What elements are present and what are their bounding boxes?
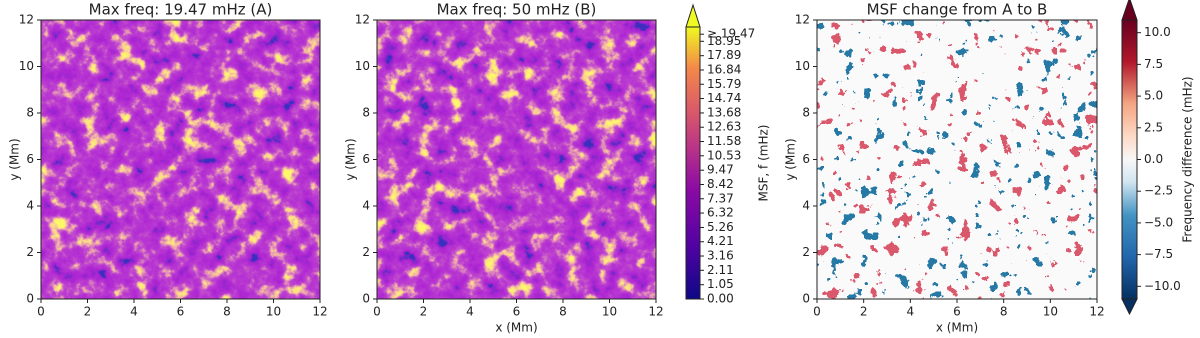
colorbar-tick-label: 10.0	[1144, 25, 1171, 39]
colorbar-extend-min	[1121, 298, 1138, 316]
colorbar-tick-label: 1.05	[707, 277, 734, 291]
x-tick-label: 8	[223, 305, 231, 319]
colorbar-label: MSF, f (mHz)	[757, 125, 771, 202]
colorbar-tick-label: −5.0	[1144, 215, 1173, 229]
x-tick-label: 6	[953, 305, 961, 319]
colorbar-tick-label: 3.16	[707, 249, 734, 263]
panel-title: Max freq: 19.47 mHz (A)	[89, 1, 273, 19]
y-tick-label: 2	[802, 245, 810, 259]
colorbar-extend-max	[1121, 0, 1138, 21]
x-tick-label: 6	[177, 305, 185, 319]
y-tick-label: 12	[795, 13, 810, 27]
x-tick-label: 4	[907, 305, 915, 319]
x-tick-label: 10	[602, 305, 617, 319]
x-tick-label: 8	[559, 305, 567, 319]
heatmap-image	[41, 20, 320, 299]
y-tick-label: 6	[802, 152, 810, 166]
colorbar-tick-label: 8.42	[707, 177, 734, 191]
y-tick-label: 4	[362, 199, 370, 213]
colorbar-label: Frequency difference (mHz)	[1181, 76, 1195, 242]
y-tick-label: 2	[26, 245, 34, 259]
y-tick-label: 6	[26, 152, 34, 166]
x-tick-label: 2	[420, 305, 428, 319]
colorbar-tick-label: −2.5	[1144, 184, 1173, 198]
colorbar-tick-label: 10.53	[707, 148, 741, 162]
colorbar-tick-label: 9.47	[707, 163, 734, 177]
x-tick-label: 12	[312, 305, 327, 319]
panel-title: MSF change from A to B	[867, 1, 1048, 19]
colorbar-extend-max	[685, 3, 701, 28]
y-tick-label: 4	[802, 199, 810, 213]
colorbar-tick-label: 5.0	[1144, 89, 1163, 103]
colorbar-tick-label: 4.21	[707, 234, 734, 248]
colorbar-tick-label: 13.68	[707, 105, 741, 119]
x-tick-label: 10	[266, 305, 281, 319]
y-axis-label: y (Mm)	[8, 138, 22, 180]
y-tick-label: 10	[19, 59, 34, 73]
heatmap-image	[377, 20, 656, 299]
y-tick-label: 0	[802, 292, 810, 306]
x-tick-label: 12	[1089, 305, 1104, 319]
y-tick-label: 10	[355, 59, 370, 73]
colorbar	[685, 26, 701, 300]
colorbar-tick-label: 16.84	[707, 62, 741, 76]
x-tick-label: 2	[84, 305, 92, 319]
colorbar	[1121, 19, 1138, 300]
x-tick-label: 10	[1043, 305, 1058, 319]
x-tick-label: 0	[37, 305, 45, 319]
x-axis-label: x (Mm)	[936, 321, 978, 335]
y-tick-label: 0	[26, 292, 34, 306]
y-tick-label: 0	[362, 292, 370, 306]
colorbar-tick-label: 18.95	[707, 34, 741, 48]
colorbar-tick-label: 17.89	[707, 48, 741, 62]
x-tick-label: 8	[1000, 305, 1008, 319]
colorbar-tick-label: 15.79	[707, 77, 741, 91]
y-tick-label: 6	[362, 152, 370, 166]
panel-title: Max freq: 50 mHz (B)	[437, 1, 597, 19]
x-tick-label: 4	[466, 305, 474, 319]
x-tick-label: 0	[813, 305, 821, 319]
y-tick-label: 12	[19, 13, 34, 27]
x-tick-label: 6	[513, 305, 521, 319]
colorbar-tick-label: ≥ 19.47	[707, 27, 755, 41]
x-tick-label: 0	[373, 305, 381, 319]
colorbar-tick-label: 2.11	[707, 263, 734, 277]
colorbar-tick-label: 14.74	[707, 91, 741, 105]
x-tick-label: 4	[130, 305, 138, 319]
colorbar-tick-label: 5.26	[707, 220, 734, 234]
y-tick-label: 12	[355, 13, 370, 27]
colorbar-tick-label: 7.37	[707, 191, 734, 205]
colorbar-tick-label: 11.58	[707, 134, 741, 148]
x-tick-label: 12	[648, 305, 663, 319]
colorbar-tick-label: 0.00	[707, 292, 734, 306]
y-tick-label: 2	[362, 245, 370, 259]
y-axis-label: y (Mm)	[784, 138, 798, 180]
colorbar-tick-label: 0.0	[1144, 152, 1163, 166]
colorbar-tick-label: 6.32	[707, 206, 734, 220]
y-tick-label: 8	[362, 106, 370, 120]
y-tick-label: 8	[26, 106, 34, 120]
x-axis-label: x (Mm)	[495, 321, 537, 335]
colorbar-tick-label: 2.5	[1144, 120, 1163, 134]
colorbar-tick-label: −10.0	[1144, 279, 1181, 293]
colorbar-tick-label: 7.5	[1144, 57, 1163, 71]
colorbar-tick-label: 12.63	[707, 120, 741, 134]
x-tick-label: 2	[860, 305, 868, 319]
y-tick-label: 10	[795, 59, 810, 73]
y-tick-label: 8	[802, 106, 810, 120]
y-axis-label: y (Mm)	[344, 138, 358, 180]
colorbar-tick-label: −7.5	[1144, 247, 1173, 261]
heatmap-image	[817, 20, 1097, 299]
y-tick-label: 4	[26, 199, 34, 213]
